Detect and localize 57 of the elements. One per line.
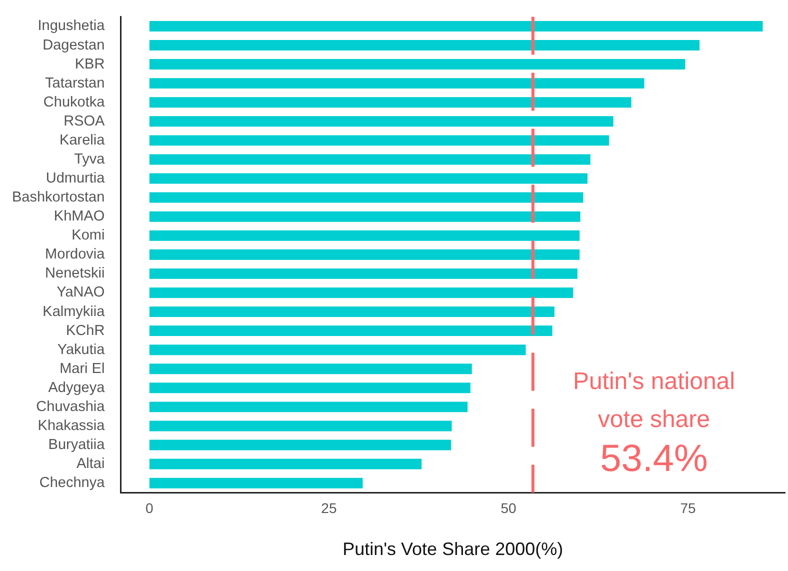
y-tick-label: KhMAO <box>54 208 105 225</box>
bar <box>149 306 554 317</box>
y-tick-label: Udmurtia <box>46 170 106 187</box>
bar <box>149 192 584 203</box>
y-tick-label: Tatarstan <box>45 75 105 92</box>
x-tick-label: 25 <box>321 500 337 516</box>
bar <box>149 440 452 450</box>
y-tick-label: Nenetskii <box>45 266 105 282</box>
annotation: 53.4% <box>600 438 708 480</box>
y-tick-label: Mordovia <box>45 246 106 263</box>
bar <box>149 154 590 165</box>
x-tick-label: 75 <box>680 500 696 516</box>
y-tick-label: Chechnya <box>39 475 106 492</box>
bar <box>149 59 686 70</box>
x-axis-title: Putin's Vote Share 2000(%) <box>342 539 564 560</box>
y-tick-label: RSOA <box>64 113 106 130</box>
y-tick-label: Mari El <box>60 360 105 377</box>
y-tick-label: Altai <box>76 456 105 472</box>
bar <box>149 268 578 279</box>
bar <box>149 249 580 260</box>
bar <box>149 344 526 356</box>
bar <box>149 420 452 432</box>
y-tick-label: Chukotka <box>43 94 106 110</box>
y-tick-label: Adygeya <box>48 380 106 396</box>
y-tick-label: Tyva <box>74 151 106 168</box>
bar <box>149 116 614 127</box>
bar <box>149 211 580 222</box>
x-tick-label: 50 <box>500 500 516 516</box>
x-tick-label: 0 <box>146 500 154 516</box>
bar <box>149 402 468 412</box>
bar <box>149 40 700 50</box>
bar <box>149 287 574 298</box>
y-tick-label: Dagestan <box>42 37 105 54</box>
y-tick-label: KChR <box>66 322 105 339</box>
y-tick-label: Chuvashia <box>36 398 106 415</box>
y-tick-label: Bashkortostan <box>12 190 105 206</box>
bar <box>149 20 763 32</box>
bar <box>149 382 470 394</box>
bar <box>149 78 644 89</box>
bar <box>149 173 588 184</box>
y-tick-label: KBR <box>74 56 105 72</box>
bar <box>149 135 610 146</box>
y-tick-label: Komi <box>72 228 105 244</box>
y-tick-label: Buryatiia <box>48 437 106 454</box>
ref-line-label: Putin's national vote share <box>572 368 735 434</box>
y-tick-label: Kalmykiia <box>42 304 106 320</box>
y-tick-label: Khakassia <box>38 418 106 434</box>
bar <box>149 326 552 336</box>
bar <box>149 97 632 108</box>
bar <box>149 364 472 374</box>
y-tick-label: Ingushetia <box>38 18 106 34</box>
bar <box>149 478 363 488</box>
y-tick-label: YaNAO <box>56 284 105 301</box>
y-tick-label: Karelia <box>60 132 106 148</box>
y-tick-label: Yakutia <box>57 342 106 358</box>
bar <box>149 230 580 241</box>
bar <box>149 458 422 470</box>
